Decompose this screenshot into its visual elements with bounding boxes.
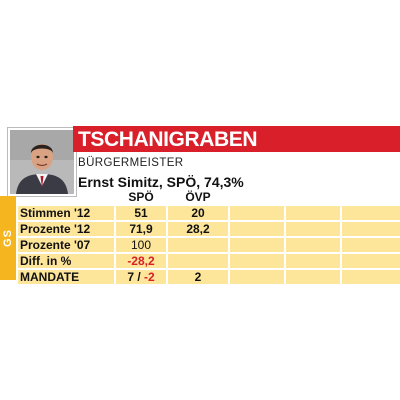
ovp-value: 28,2 [186,222,210,236]
ovp-value [168,238,228,252]
result-card: TSCHANIGRABEN BÜRGERMEISTER Ernst Simitz… [0,122,400,284]
row-label: Diff. in % [20,254,72,268]
spo-mandate-change: -2 [144,270,155,284]
district-label: GS [2,229,14,247]
table-header: SPÖ ÖVP [18,190,400,204]
title-bar [73,126,400,152]
table-row: MANDATE 7 / -2 2 [18,270,400,284]
table-row: Stimmen '12 51 20 [18,206,400,220]
role-label: BÜRGERMEISTER [78,157,184,169]
column-header-ovp: ÖVP [185,190,211,204]
mandate-separator: / [134,270,145,284]
ovp-value [168,254,228,268]
ovp-value: 2 [194,270,202,284]
table-row: Prozente '07 100 [18,238,400,252]
mayor-name: Ernst Simitz, SPÖ, 74,3% [78,174,244,190]
spo-value: 51 [134,206,148,220]
row-label: Stimmen '12 [20,206,91,220]
table-row: Prozente '12 71,9 28,2 [18,222,400,236]
row-label: Prozente '12 [20,222,91,236]
spo-value: -28,2 [127,254,155,268]
results-table: SPÖ ÖVP Stimmen '12 51 20 Prozente '12 7… [18,190,400,284]
table-row: Diff. in % -28,2 [18,254,400,268]
ovp-value: 20 [191,206,205,220]
spo-value: 71,9 [129,222,153,236]
column-header-spo: SPÖ [128,190,154,204]
spo-mandates: 7 [127,270,134,284]
mayor-photo [8,128,76,196]
row-label: Prozente '07 [20,238,91,252]
district-sidebar: GS [0,196,16,280]
row-label: MANDATE [20,270,80,284]
spo-value: 100 [130,238,152,252]
spo-value: 7 / -2 [118,270,164,284]
municipality-title: TSCHANIGRABEN [78,128,258,151]
